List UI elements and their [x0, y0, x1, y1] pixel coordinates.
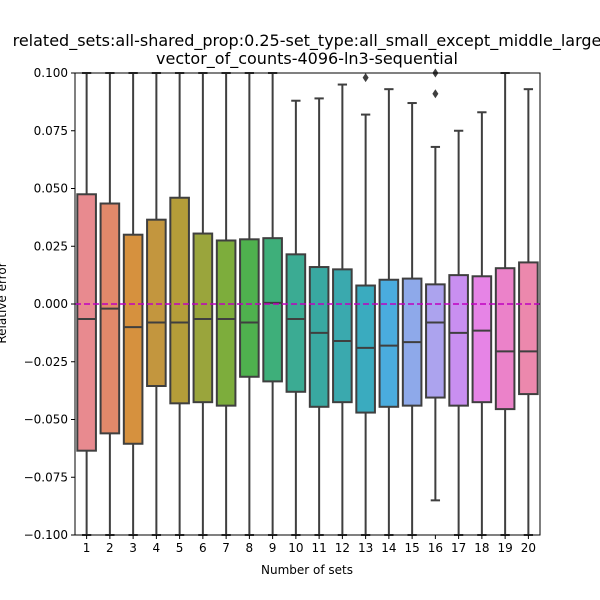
box-group-13 [355, 73, 376, 536]
box-group-10 [285, 99, 307, 536]
box-3 [122, 233, 144, 445]
box-group-15 [401, 102, 423, 536]
x-tick-label: 2 [106, 541, 114, 555]
y-tick-label: 0.000 [34, 297, 68, 311]
box-group-11 [308, 97, 330, 536]
x-tick-label: 12 [335, 541, 350, 555]
box-6 [192, 232, 214, 404]
x-tick-label: 17 [451, 541, 466, 555]
x-tick-label: 10 [288, 541, 303, 555]
x-axis-label: Number of sets [261, 563, 353, 577]
x-tick-label: 15 [404, 541, 419, 555]
box-group-18 [471, 111, 493, 536]
x-tick-label: 14 [381, 541, 396, 555]
box-12 [332, 268, 353, 404]
box-group-9 [262, 72, 283, 536]
x-tick-label: 16 [428, 541, 443, 555]
box-18 [471, 275, 493, 404]
box-group-16 [425, 68, 446, 502]
x-tick-label: 19 [497, 541, 512, 555]
box-5 [169, 196, 190, 405]
x-tick-label: 1 [83, 541, 91, 555]
box-group-4 [146, 72, 167, 536]
box-group-6 [192, 72, 214, 536]
box-1 [76, 193, 97, 452]
y-tick-label: −0.100 [24, 528, 68, 542]
box-10 [285, 253, 307, 393]
x-tick-label: 5 [176, 541, 184, 555]
box-group-3 [122, 72, 144, 536]
y-tick-label: −0.025 [24, 355, 68, 369]
x-tick-label: 11 [311, 541, 326, 555]
box-group-8 [239, 72, 260, 536]
box-group-14 [378, 88, 400, 536]
x-tick-label: 18 [474, 541, 489, 555]
box-8 [239, 238, 260, 378]
x-tick-label: 9 [269, 541, 277, 555]
box-9 [262, 237, 283, 383]
x-tick-label: 6 [199, 541, 207, 555]
y-tick-label: 0.050 [34, 182, 68, 196]
box-14 [378, 278, 400, 408]
box-7 [215, 239, 237, 407]
box-19 [494, 267, 516, 411]
box-13 [355, 284, 376, 414]
x-tick-label: 7 [222, 541, 230, 555]
x-tick-label: 3 [129, 541, 137, 555]
chart-title-line2: vector_of_counts-4096-ln3-sequential [156, 49, 458, 69]
outlier-point [362, 73, 369, 83]
y-tick-label: −0.050 [24, 413, 68, 427]
chart-title-line1: related_sets:all-shared_prop:0.25-set_ty… [13, 31, 600, 51]
plot-area [75, 68, 540, 536]
plot-frame [74, 72, 541, 536]
y-axis-label: Relative error [0, 262, 9, 343]
y-tick-label: 0.100 [34, 66, 68, 80]
box-11 [308, 266, 330, 408]
box-4 [146, 218, 167, 388]
outlier-point [432, 89, 439, 99]
box-17 [448, 274, 469, 407]
box-16 [425, 283, 446, 399]
x-tick-label: 8 [246, 541, 254, 555]
axes: −0.100 −0.075 −0.050 −0.025 0.000 0.025 0.050 0… [24, 66, 541, 555]
box-20 [518, 261, 539, 396]
x-tick-label: 13 [358, 541, 373, 555]
box-group-1 [76, 72, 97, 536]
box-group-12 [332, 83, 353, 536]
box-group-20 [518, 88, 539, 536]
box-group-17 [448, 129, 469, 536]
box-group-5 [169, 72, 190, 536]
box-2 [99, 202, 121, 435]
y-tick-label: 0.075 [34, 124, 68, 138]
x-tick-label: 4 [153, 541, 161, 555]
y-tick-label: 0.025 [34, 239, 68, 253]
y-tick-label: −0.075 [24, 470, 68, 484]
x-tick-label: 20 [521, 541, 536, 555]
